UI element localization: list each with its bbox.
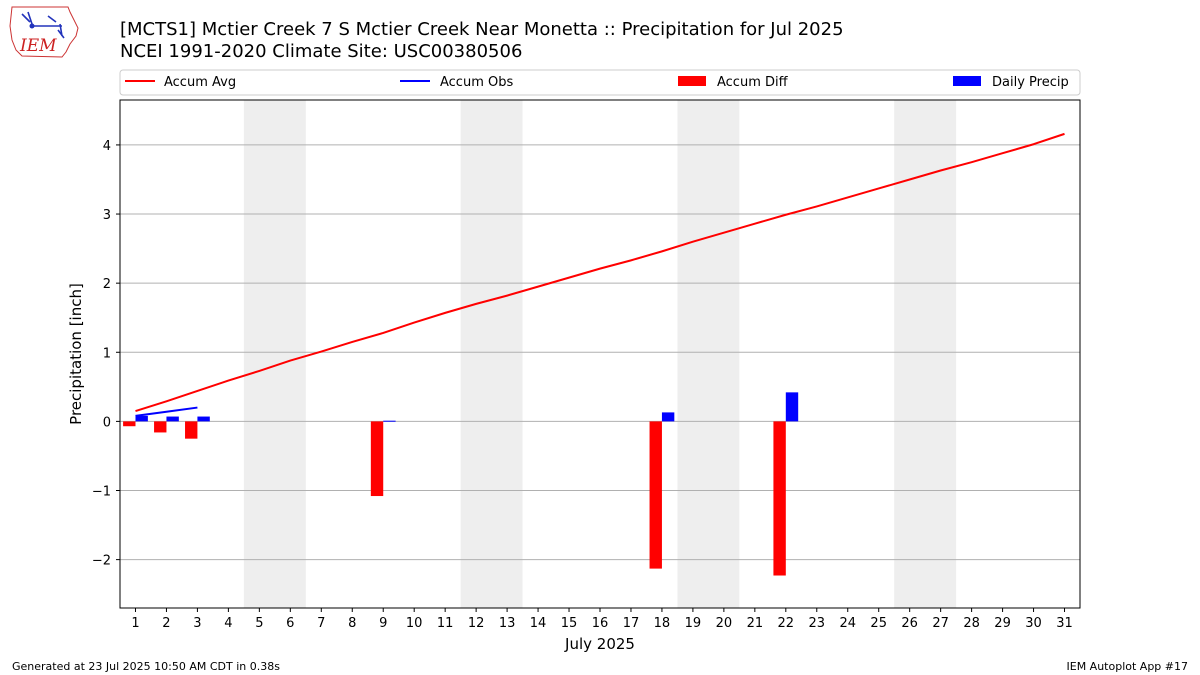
x-tick-label: 8 xyxy=(348,616,356,631)
legend-box xyxy=(119,69,1081,96)
x-tick-label: 24 xyxy=(839,616,856,631)
x-tick-label: 23 xyxy=(809,616,826,631)
x-tick-label: 30 xyxy=(1025,616,1042,631)
y-tick-label: 0 xyxy=(103,415,111,430)
accum-diff-bar xyxy=(154,421,167,433)
weekend-shade-2 xyxy=(677,100,740,608)
accum-diff-bar xyxy=(185,421,198,439)
accum-diff-bar xyxy=(649,421,662,569)
weekend-shading xyxy=(243,100,957,608)
weather-station-icon xyxy=(21,11,65,39)
lines xyxy=(135,132,1065,417)
chart-subtitle: NCEI 1991-2020 Climate Site: USC00380506 xyxy=(120,41,522,62)
x-tick-label: 26 xyxy=(901,616,918,631)
x-tick-label: 18 xyxy=(654,616,671,631)
legend-label-accum-obs: Accum Obs xyxy=(440,75,513,90)
x-tick-label: 20 xyxy=(716,616,733,631)
legend-label-accum-diff: Accum Diff xyxy=(717,75,789,90)
x-tick-label: 27 xyxy=(932,616,949,631)
accum-diff-bar xyxy=(370,421,384,497)
y-ticks: −2 −1 0 1 2 3 4 xyxy=(92,139,120,569)
accum-obs-line xyxy=(135,406,198,417)
x-tick-label: 16 xyxy=(592,616,609,631)
x-tick-label: 13 xyxy=(499,616,516,631)
y-gridlines xyxy=(120,144,1080,561)
daily-precip-bar xyxy=(785,392,799,422)
weekend-shade-0 xyxy=(243,100,306,608)
y-tick-label: −2 xyxy=(92,554,111,569)
legend-label-daily-precip: Daily Precip xyxy=(992,75,1069,90)
x-tick-label: 11 xyxy=(437,616,454,631)
weekend-shade-1 xyxy=(460,100,523,608)
x-tick-label: 29 xyxy=(994,616,1011,631)
x-ticks: 1 2 3 4 5 6 7 8 9 10 11 12 13 14 15 16 17 18 19 20 21 22 23 24 2… xyxy=(131,608,1073,631)
daily-precip-bar xyxy=(166,416,179,422)
accum-diff-bar xyxy=(123,421,136,427)
iem-logo: IEM xyxy=(9,6,79,58)
x-tick-label: 25 xyxy=(870,616,887,631)
accum-avg-line xyxy=(135,132,1065,412)
x-tick-label: 15 xyxy=(561,616,578,631)
accum-diff-bar xyxy=(773,421,786,576)
x-tick-label: 17 xyxy=(623,616,640,631)
x-tick-label: 2 xyxy=(162,616,170,631)
x-axis-label: July 2025 xyxy=(564,635,635,653)
x-tick-label: 22 xyxy=(778,616,795,631)
x-tick-label: 7 xyxy=(317,616,325,631)
x-tick-label: 19 xyxy=(685,616,702,631)
x-tick-label: 5 xyxy=(255,616,263,631)
x-tick-label: 14 xyxy=(530,616,547,631)
generated-timestamp: Generated at 23 Jul 2025 10:50 AM CDT in… xyxy=(12,660,280,673)
x-tick-label: 9 xyxy=(379,616,387,631)
daily-precip-bar xyxy=(135,415,148,422)
x-tick-label: 10 xyxy=(406,616,423,631)
bars xyxy=(123,392,799,576)
daily-precip-bar xyxy=(383,420,396,422)
logo-text: IEM xyxy=(19,36,57,56)
x-tick-label: 31 xyxy=(1056,616,1073,631)
y-tick-label: 2 xyxy=(103,277,111,292)
x-tick-label: 4 xyxy=(224,616,232,631)
legend-swatch-accum-diff xyxy=(678,76,706,86)
x-tick-label: 1 xyxy=(131,616,139,631)
y-axis-label: Precipitation [inch] xyxy=(67,283,85,425)
y-tick-label: 4 xyxy=(103,139,111,154)
y-tick-label: 1 xyxy=(103,346,111,361)
weekend-shade-3 xyxy=(894,100,957,608)
station-dot-icon xyxy=(29,23,35,29)
chart-title: [MCTS1] Mctier Creek 7 S Mctier Creek Ne… xyxy=(120,19,844,40)
app-name: IEM Autoplot App #17 xyxy=(1067,660,1189,673)
x-tick-label: 12 xyxy=(468,616,485,631)
x-tick-label: 28 xyxy=(963,616,980,631)
legend-swatch-daily-precip xyxy=(953,76,981,86)
x-tick-label: 21 xyxy=(747,616,764,631)
daily-precip-bar xyxy=(661,412,675,422)
y-tick-label: 3 xyxy=(103,208,111,223)
legend-label-accum-avg: Accum Avg xyxy=(164,75,236,90)
x-tick-label: 3 xyxy=(193,616,201,631)
x-tick-label: 6 xyxy=(286,616,294,631)
y-tick-label: −1 xyxy=(92,485,111,500)
legend: Accum Avg Accum Obs Accum Diff Daily Pre… xyxy=(119,69,1081,96)
daily-precip-bar xyxy=(197,416,210,422)
